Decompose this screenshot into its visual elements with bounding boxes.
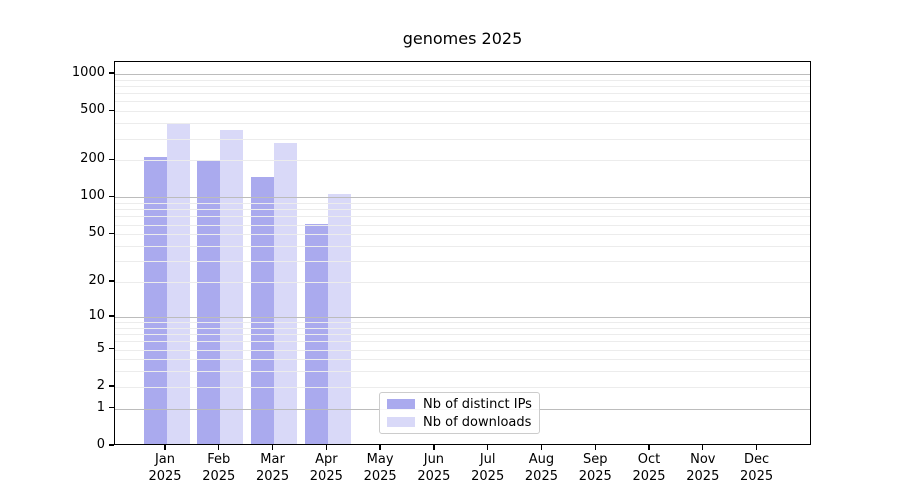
minor-gridline bbox=[115, 371, 810, 373]
legend-item-downloads: Nb of downloads bbox=[387, 415, 532, 430]
x-tick-label: Mar 2025 bbox=[256, 452, 290, 484]
bar-distinct-ips-apr bbox=[304, 223, 328, 444]
y-tick-label: 50 bbox=[88, 225, 105, 241]
legend: Nb of distinct IPs Nb of downloads bbox=[379, 392, 540, 434]
x-tick-mark bbox=[379, 445, 381, 450]
y-tick-mark bbox=[109, 232, 114, 234]
y-tick-label: 500 bbox=[80, 102, 105, 118]
major-gridline bbox=[115, 73, 810, 75]
minor-gridline bbox=[115, 138, 810, 140]
plot-area bbox=[114, 61, 811, 445]
x-tick-label: Jan 2025 bbox=[148, 452, 182, 484]
y-tick-mark bbox=[109, 406, 114, 409]
x-tick-label: Dec 2025 bbox=[740, 452, 774, 484]
minor-gridline bbox=[115, 334, 810, 336]
x-tick-label: Sep 2025 bbox=[578, 452, 612, 484]
minor-gridline bbox=[115, 327, 810, 329]
x-tick-label: Jul 2025 bbox=[471, 452, 505, 484]
x-tick-label: Apr 2025 bbox=[309, 452, 343, 484]
minor-gridline bbox=[115, 246, 810, 247]
x-tick-label: Oct 2025 bbox=[632, 452, 666, 484]
x-tick-mark bbox=[702, 445, 704, 450]
y-tick-mark bbox=[109, 444, 114, 446]
x-tick-mark bbox=[164, 445, 166, 450]
y-tick-label: 10 bbox=[88, 307, 105, 323]
minor-gridline bbox=[115, 359, 810, 361]
y-tick-label: 2 bbox=[96, 377, 105, 393]
bar-distinct-ips-feb bbox=[197, 161, 221, 444]
x-tick-mark bbox=[755, 445, 758, 450]
y-tick-label: 200 bbox=[80, 151, 105, 167]
x-tick-mark bbox=[271, 445, 274, 450]
x-tick-mark bbox=[540, 445, 543, 450]
minor-gridline bbox=[115, 111, 810, 113]
legend-label-downloads: Nb of downloads bbox=[423, 414, 532, 430]
y-tick-label: 20 bbox=[88, 273, 105, 289]
minor-gridline bbox=[115, 79, 810, 81]
bar-downloads-mar bbox=[274, 142, 298, 444]
x-tick-mark bbox=[648, 445, 650, 450]
y-tick-mark bbox=[109, 280, 114, 282]
y-tick-mark bbox=[109, 385, 114, 387]
minor-gridline bbox=[115, 341, 810, 343]
bar-downloads-feb bbox=[220, 130, 244, 444]
minor-gridline bbox=[115, 322, 810, 323]
minor-gridline bbox=[115, 282, 810, 284]
x-tick-mark bbox=[433, 445, 435, 450]
legend-item-distinct-ips: Nb of distinct IPs bbox=[387, 397, 532, 412]
y-tick-mark bbox=[109, 315, 114, 317]
bar-distinct-ips-mar bbox=[251, 177, 275, 444]
y-tick-label: 1 bbox=[96, 399, 105, 415]
legend-swatch-downloads bbox=[387, 417, 415, 427]
x-tick-label: Nov 2025 bbox=[686, 452, 720, 484]
minor-gridline bbox=[115, 101, 810, 103]
y-tick-label: 100 bbox=[80, 188, 105, 204]
minor-gridline bbox=[115, 209, 810, 211]
y-tick-mark bbox=[109, 195, 114, 198]
minor-gridline bbox=[115, 386, 810, 388]
bar-distinct-ips-jan bbox=[143, 157, 167, 444]
major-gridline bbox=[115, 316, 810, 318]
y-tick-label: 0 bbox=[96, 437, 105, 452]
major-gridline bbox=[115, 197, 810, 199]
y-tick-mark bbox=[109, 109, 114, 111]
minor-gridline bbox=[115, 203, 810, 205]
x-tick-label: May 2025 bbox=[363, 452, 397, 484]
x-tick-label: Feb 2025 bbox=[202, 452, 236, 484]
y-tick-label: 5 bbox=[96, 340, 105, 356]
bar-downloads-apr bbox=[327, 194, 351, 444]
minor-gridline bbox=[115, 261, 810, 263]
x-tick-mark bbox=[218, 445, 220, 450]
y-tick-mark bbox=[109, 158, 114, 161]
y-tick-label: 1000 bbox=[71, 64, 105, 80]
legend-label-distinct-ips: Nb of distinct IPs bbox=[423, 396, 532, 412]
minor-gridline bbox=[115, 349, 810, 351]
x-tick-mark bbox=[594, 445, 596, 450]
minor-gridline bbox=[115, 224, 810, 226]
chart-title: genomes 2025 bbox=[402, 29, 523, 48]
y-tick-mark bbox=[109, 72, 114, 74]
minor-gridline bbox=[115, 85, 810, 87]
minor-gridline bbox=[115, 93, 810, 95]
minor-gridline bbox=[115, 123, 810, 125]
legend-swatch-distinct-ips bbox=[387, 399, 415, 409]
x-tick-label: Jun 2025 bbox=[417, 452, 451, 484]
bar-downloads-jan bbox=[166, 123, 190, 444]
y-tick-mark bbox=[109, 347, 114, 350]
minor-gridline bbox=[115, 160, 810, 162]
x-tick-label: Aug 2025 bbox=[524, 452, 558, 484]
x-tick-mark bbox=[486, 445, 489, 450]
minor-gridline bbox=[115, 234, 810, 236]
x-tick-mark bbox=[325, 445, 328, 450]
minor-gridline bbox=[115, 216, 810, 218]
